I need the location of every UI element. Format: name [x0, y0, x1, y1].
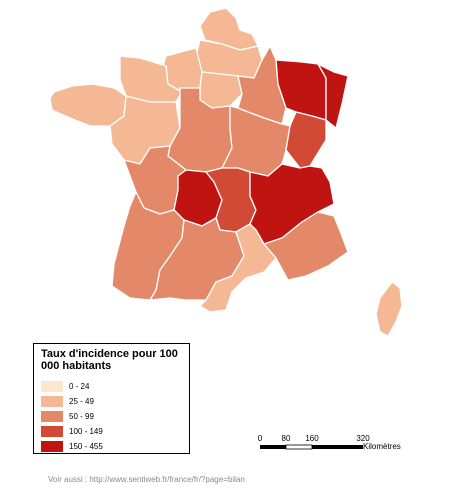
- footer-link-text: Voir aussi : http://www.sentiweb.fr/fran…: [48, 475, 245, 484]
- legend-item: 25 - 49: [41, 394, 182, 408]
- legend-label: 100 - 149: [69, 426, 103, 436]
- region-ile-de-france: [199, 71, 243, 109]
- scale-unit: Kilomètres: [363, 442, 401, 451]
- region-corse: [375, 281, 403, 337]
- legend-items: 0 - 24 25 - 49 50 - 99 100 - 149 150 - 455: [41, 379, 182, 453]
- legend-swatch: [41, 425, 63, 437]
- legend-item: 50 - 99: [41, 409, 182, 423]
- region-bretagne: [49, 83, 127, 127]
- scale-bar-graphic: [260, 444, 363, 450]
- map-legend: Taux d'incidence pour 100 000 habitants …: [33, 343, 190, 454]
- legend-label: 0 - 24: [69, 381, 90, 391]
- legend-swatch: [41, 410, 63, 422]
- scale-tick: 320: [356, 434, 370, 443]
- region-languedoc-roussillon: [199, 223, 277, 313]
- scale-tick: 0: [257, 434, 263, 443]
- region-provence-alpes-cote-d-azur: [263, 211, 349, 281]
- legend-swatch: [41, 380, 63, 392]
- legend-item: 0 - 24: [41, 379, 182, 393]
- scale-bar: 0 80 160 320 Kilomètres: [250, 434, 430, 464]
- region-alsace: [317, 63, 349, 129]
- scale-tick: 160: [305, 434, 319, 443]
- legend-swatch: [41, 440, 63, 452]
- legend-label: 150 - 455: [69, 441, 103, 451]
- scale-tick: 80: [281, 434, 291, 443]
- legend-title: Taux d'incidence pour 100 000 habitants: [41, 348, 178, 372]
- legend-item: 100 - 149: [41, 424, 182, 438]
- region-franche-comte: [285, 111, 327, 169]
- legend-item: 150 - 455: [41, 439, 182, 453]
- legend-label: 50 - 99: [69, 411, 94, 421]
- legend-label: 25 - 49: [69, 396, 94, 406]
- legend-swatch: [41, 395, 63, 407]
- region-basse-normandie: [119, 55, 183, 103]
